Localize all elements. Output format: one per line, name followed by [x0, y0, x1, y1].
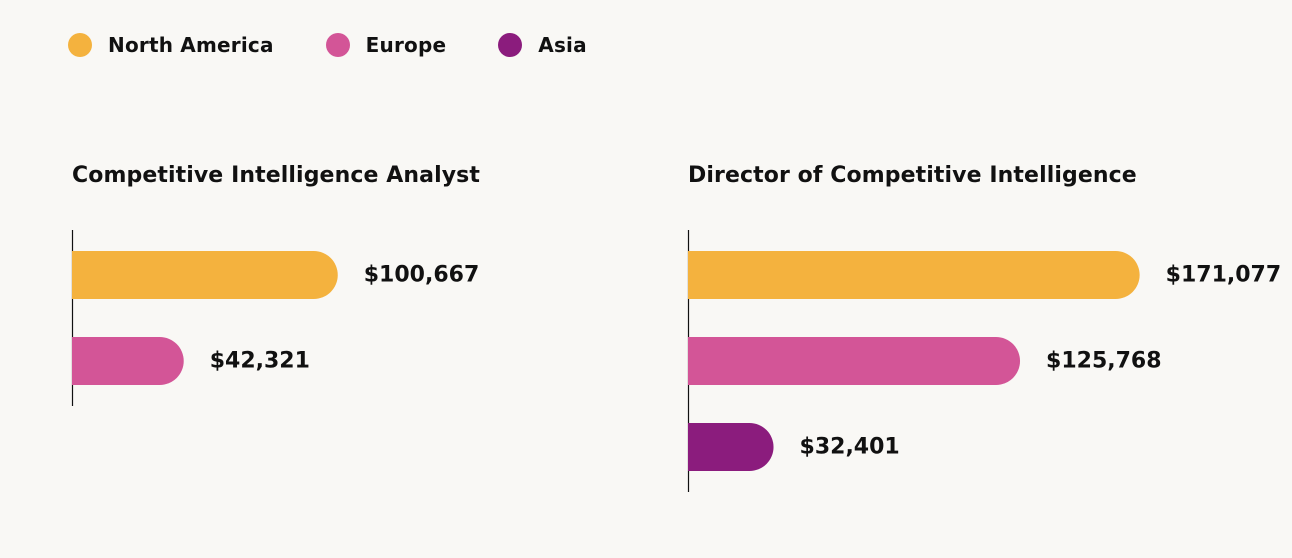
bar-value-label-north-america: $100,667 — [364, 263, 480, 288]
bar-chart-analyst: $100,667 $42,321 — [71, 230, 480, 406]
legend-item-asia: Asia — [498, 33, 587, 57]
bar-chart-director: $171,077 $125,768 $32,401 — [687, 230, 1281, 492]
legend: North America Europe Asia — [68, 30, 639, 60]
chart-panel-analyst: Competitive Intelligence Analyst $100,66… — [71, 158, 480, 406]
bar-value-label-europe: $125,768 — [1046, 349, 1162, 374]
chart-title-analyst: Competitive Intelligence Analyst — [72, 163, 480, 188]
chart-title-director: Director of Competitive Intelligence — [688, 163, 1137, 188]
bar-north-america — [72, 251, 338, 299]
bar-north-america — [688, 251, 1140, 299]
bar-asia — [688, 423, 774, 471]
bar-europe — [688, 337, 1021, 385]
bar-europe — [72, 337, 184, 385]
legend-swatch-europe — [325, 33, 350, 57]
bar-value-label-north-america: $171,077 — [1166, 263, 1282, 288]
legend-item-europe: Europe — [325, 33, 447, 57]
legend-label-north-america: North America — [108, 33, 274, 57]
legend-swatch-north-america — [68, 33, 92, 57]
legend-label-europe: Europe — [365, 33, 447, 57]
legend-swatch-asia — [498, 33, 523, 57]
bar-value-label-europe: $42,321 — [210, 349, 310, 374]
bar-value-label-asia: $32,401 — [800, 435, 900, 460]
legend-label-asia: Asia — [538, 33, 587, 57]
chart-panel-director: Director of Competitive Intelligence $17… — [687, 158, 1281, 492]
legend-item-north-america: North America — [68, 33, 274, 57]
